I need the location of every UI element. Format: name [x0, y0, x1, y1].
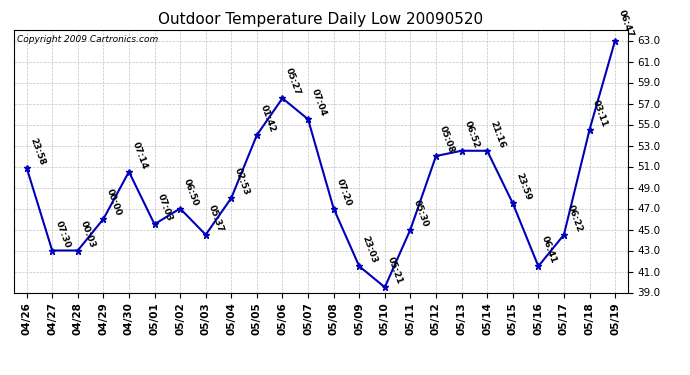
Text: 06:41: 06:41	[540, 235, 558, 265]
Text: 06:50: 06:50	[181, 177, 199, 207]
Title: Outdoor Temperature Daily Low 20090520: Outdoor Temperature Daily Low 20090520	[158, 12, 484, 27]
Text: Copyright 2009 Cartronics.com: Copyright 2009 Cartronics.com	[17, 35, 158, 44]
Text: 07:03: 07:03	[156, 193, 174, 223]
Text: 07:04: 07:04	[309, 88, 328, 118]
Text: 01:42: 01:42	[258, 104, 277, 134]
Text: 23:59: 23:59	[514, 172, 533, 202]
Text: 05:08: 05:08	[437, 125, 455, 154]
Text: 00:00: 00:00	[105, 188, 123, 218]
Text: 07:14: 07:14	[130, 140, 148, 170]
Text: 03:11: 03:11	[591, 99, 609, 128]
Text: 05:30: 05:30	[412, 198, 430, 228]
Text: 02:53: 02:53	[233, 167, 251, 196]
Text: 06:22: 06:22	[565, 204, 584, 233]
Text: 07:20: 07:20	[335, 177, 353, 207]
Text: 21:16: 21:16	[489, 119, 507, 149]
Text: 05:37: 05:37	[207, 203, 226, 233]
Text: 23:03: 23:03	[361, 235, 379, 265]
Text: 06:52: 06:52	[463, 120, 481, 149]
Text: 07:30: 07:30	[54, 219, 72, 249]
Text: 23:58: 23:58	[28, 136, 46, 166]
Text: 06:47: 06:47	[616, 9, 635, 39]
Text: 00:03: 00:03	[79, 219, 97, 249]
Text: 05:27: 05:27	[284, 67, 302, 97]
Text: 05:21: 05:21	[386, 256, 404, 286]
